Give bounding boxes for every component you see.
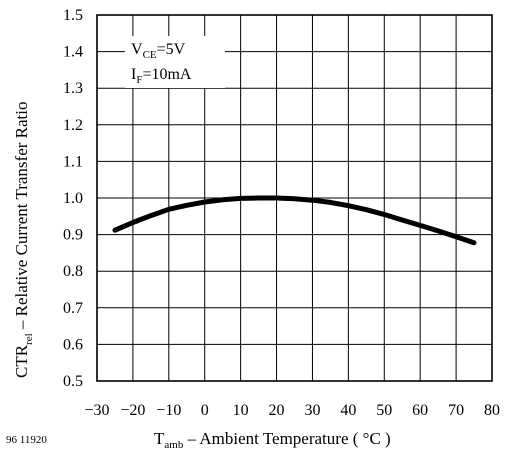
x-tick-label: −30: [84, 402, 109, 419]
plot-frame: [96, 14, 493, 382]
y-tick-label: 1.3: [63, 80, 83, 97]
y-tick-labels: 0.5 0.6 0.7 0.8 0.9 1.0 1.1 1.2 1.3 1.4 1.5: [63, 7, 83, 390]
x-tick-label: 80: [484, 402, 500, 419]
y-tick-label: 0.5: [63, 373, 83, 390]
y-tick-label: 0.6: [63, 336, 83, 353]
x-tick-labels: −30 −20 −10 0 10 20 30 40 50 60 70 80: [84, 402, 500, 419]
y-tick-label: 0.7: [63, 300, 83, 317]
x-tick-label: 50: [376, 402, 392, 419]
y-tick-label: 0.9: [63, 227, 83, 244]
x-tick-label: 40: [340, 402, 356, 419]
x-tick-label: 70: [448, 402, 464, 419]
y-tick-label: 1.1: [63, 153, 83, 170]
x-tick-label: 30: [304, 402, 320, 419]
series-line: [112, 195, 477, 246]
y-tick-label: 0.8: [63, 263, 83, 280]
y-tick-label: 1.4: [63, 44, 83, 61]
x-tick-label: 10: [233, 402, 249, 419]
x-tick-label: −20: [120, 402, 145, 419]
x-tick-label: 60: [412, 402, 428, 419]
y-tick-label: 1.2: [63, 117, 83, 134]
x-tick-label: 20: [269, 402, 285, 419]
x-tick-label: 0: [201, 402, 209, 419]
y-tick-label: 1.5: [63, 7, 83, 24]
annotation-box: [125, 36, 225, 88]
y-axis-label: CTRrel – Relative Current Transfer Ratio: [12, 102, 35, 379]
figure-id: 96 11920: [6, 434, 47, 446]
y-tick-label: 1.0: [63, 190, 83, 207]
annotation-vce: VCE=5V: [131, 41, 186, 61]
x-tick-label: −10: [156, 402, 181, 419]
x-axis-label: Tamb – Ambient Temperature ( °C ): [154, 429, 391, 451]
annotation-if: IF=10mA: [131, 66, 192, 86]
